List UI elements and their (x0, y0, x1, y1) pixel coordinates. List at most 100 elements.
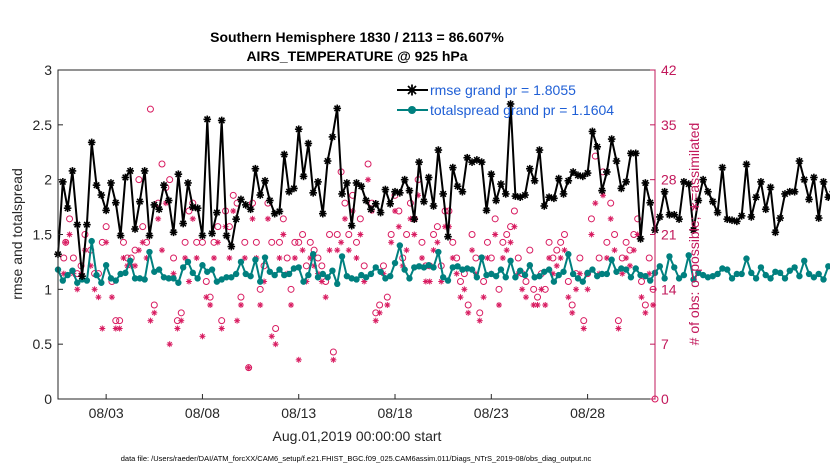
obs-assimilated-marker (557, 255, 564, 261)
totalspread-point (820, 276, 827, 283)
rmse-point (684, 180, 693, 188)
totalspread-point (146, 248, 153, 256)
rmse-point (261, 176, 269, 185)
totalspread-point (574, 275, 582, 282)
obs-assimilated-marker (619, 270, 626, 277)
totalspread-point (348, 275, 355, 282)
rmse-point (530, 176, 539, 185)
rmse-point (386, 199, 395, 208)
totalspread-point (189, 269, 197, 277)
obs-assimilated-marker (418, 255, 425, 261)
obs-possible-marker (383, 293, 391, 301)
totalspread-point (613, 268, 620, 275)
totalspread-point (305, 271, 312, 279)
totalspread-point (242, 270, 249, 278)
rmse-point (757, 178, 765, 186)
obs-assimilated-marker (542, 302, 549, 308)
rmse-point (140, 167, 149, 175)
rmse-point (198, 231, 207, 240)
rmse-point (338, 190, 346, 198)
obs-assimilated-marker (249, 215, 256, 222)
totalspread-point (786, 267, 794, 274)
obs-assimilated-marker (151, 309, 158, 316)
totalspread-point (170, 275, 177, 282)
obs-possible-marker (229, 191, 237, 199)
rmse-point (405, 186, 414, 195)
totalspread-point (579, 278, 586, 285)
totalspread-point (459, 266, 466, 273)
legend: rmse grand pr = 1.8055 totalspread grand… (397, 82, 614, 118)
rmse-point (737, 212, 746, 220)
obs-assimilated-marker (603, 255, 610, 261)
totalspread-point (353, 276, 360, 283)
obs-possible-marker (480, 278, 488, 285)
y-tick-label-left: 1.5 (33, 227, 53, 243)
totalspread-point (675, 275, 683, 282)
totalspread-point (627, 274, 635, 281)
totalspread-point (285, 270, 293, 278)
obs-possible-marker (526, 246, 534, 254)
rmse-point (107, 179, 115, 187)
obs-possible-marker (476, 309, 484, 317)
totalspread-point (536, 272, 543, 280)
obs-possible-marker (568, 301, 576, 309)
obs-possible-marker (622, 238, 630, 246)
totalspread-point (671, 264, 678, 271)
obs-assimilated-marker (178, 317, 185, 324)
totalspread-point (232, 270, 240, 278)
obs-assimilated-marker (499, 255, 506, 261)
rmse-point (487, 170, 496, 178)
rmse-point (275, 207, 284, 216)
obs-assimilated-marker (376, 309, 383, 316)
rmse-point (164, 196, 173, 205)
obs-possible-marker (306, 238, 314, 246)
totalspread-point (430, 264, 437, 271)
obs-possible-marker (418, 238, 426, 246)
totalspread-point (478, 254, 485, 261)
rmse-point (526, 164, 534, 173)
obs-assimilated-marker (365, 176, 372, 183)
rmse-point (290, 184, 298, 193)
rmse-point (410, 215, 419, 223)
obs-assimilated-marker (66, 231, 73, 238)
obs-possible-marker (295, 238, 303, 246)
obs-assimilated-marker (116, 325, 123, 332)
obs-possible-marker (291, 238, 299, 246)
obs-possible-marker (275, 238, 283, 246)
obs-possible-marker (491, 215, 499, 223)
obs-assimilated-marker (199, 333, 206, 340)
totalspread-point (492, 272, 500, 280)
totalspread-point (208, 266, 216, 273)
rmse-point (747, 213, 756, 221)
rmse-point (598, 186, 606, 195)
totalspread-point (743, 255, 750, 262)
totalspread-point (444, 277, 452, 284)
totalspread-point (825, 263, 830, 270)
obs-possible-marker (66, 215, 74, 223)
rmse-point (420, 197, 428, 206)
rmse-point (790, 187, 799, 196)
obs-assimilated-marker (588, 231, 595, 238)
totalspread-point (680, 271, 688, 279)
obs-assimilated-marker (318, 278, 325, 285)
totalspread-point (473, 274, 481, 281)
rmse-point (116, 231, 125, 240)
totalspread-point (526, 262, 534, 269)
x-tick-label: 08/18 (377, 405, 412, 421)
obs-possible-marker (553, 246, 561, 254)
rmse-point (169, 228, 178, 237)
rmse-point (800, 175, 809, 184)
rmse-point (78, 272, 86, 280)
obs-possible-marker (60, 254, 68, 262)
totalspread-point (724, 266, 731, 273)
rmse-point (246, 205, 255, 214)
rmse-point (237, 195, 245, 204)
totalspread-point (358, 271, 365, 279)
rmse-point (232, 215, 240, 223)
obs-possible-marker (252, 238, 260, 246)
rmse-point (670, 210, 679, 219)
rmse-point (771, 228, 780, 237)
obs-assimilated-marker (534, 302, 541, 308)
rmse-point (603, 168, 611, 176)
totalspread-point (776, 269, 784, 277)
